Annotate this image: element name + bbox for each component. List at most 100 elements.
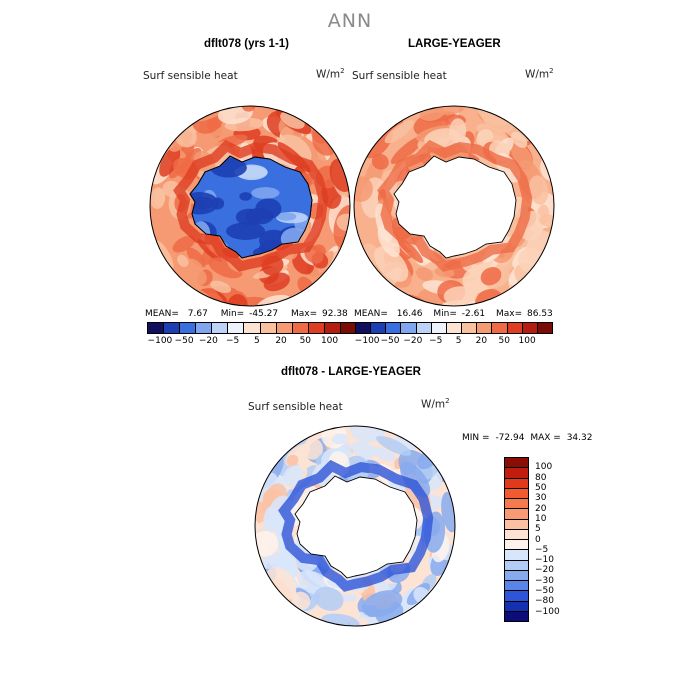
colorbar-swatch <box>386 323 402 333</box>
colorbar-swatch <box>340 323 357 333</box>
panel-2-max: 86.53 <box>527 309 553 319</box>
field-patch <box>443 286 477 306</box>
panel-2-min-label: Min= <box>433 309 457 319</box>
panel-2-colorbar-ticks: −100 −50 −20 −5 5 20 50 100 <box>355 336 553 348</box>
colorbar-swatch <box>477 323 493 333</box>
colorbar-swatch <box>505 591 528 602</box>
colorbar-swatch <box>401 323 417 333</box>
panel-2-mean-label: MEAN= <box>354 309 388 319</box>
field-patch <box>215 173 235 195</box>
diff-panel-title: dflt078 - LARGE-YEAGER <box>281 366 421 378</box>
diff-panel-polar-map <box>254 425 456 627</box>
colorbar-swatch <box>505 488 528 499</box>
field-patch <box>189 268 207 286</box>
field-patch <box>226 222 266 240</box>
colorbar-swatch <box>371 323 387 333</box>
coastal-band <box>278 459 434 592</box>
field-patch <box>291 591 311 611</box>
coastal-band <box>173 139 329 272</box>
colorbar-tick-label: 5 <box>455 336 462 346</box>
colorbar-swatch <box>537 323 553 333</box>
panel-1-max-label: Max= <box>290 309 318 319</box>
field-patch <box>210 280 232 293</box>
field-patch <box>480 267 502 286</box>
colorbar-tick-label: 20 <box>535 503 547 514</box>
field-patch <box>432 106 467 115</box>
map-boundary <box>353 105 555 307</box>
colorbar-swatch <box>505 550 528 561</box>
field-patch <box>197 239 223 263</box>
colorbar-tick-label: −100 <box>535 606 560 617</box>
field-patch <box>384 120 414 144</box>
panel-1-stats: MEAN= 7.67 Min= -45.27 Max= 92.38 <box>145 309 348 319</box>
colorbar-swatch <box>505 519 528 530</box>
colorbar-swatch <box>260 323 277 333</box>
colorbar-swatch <box>356 323 372 333</box>
colorbar-swatch <box>212 323 229 333</box>
colorbar-swatch <box>505 468 528 479</box>
field-patch <box>282 465 303 487</box>
colorbar-swatch <box>228 323 245 333</box>
panel-1-colorbar-ticks: −100 −50 −20 −5 5 20 50 100 <box>147 336 357 348</box>
colorbar-tick-label: −50 <box>380 336 400 346</box>
colorbar-tick-label: 0 <box>535 534 541 545</box>
panel-2-units-label: W/m2 <box>525 67 554 81</box>
panel-2-stats: MEAN= 16.46 Min= -2.61 Max= 86.53 <box>354 309 553 319</box>
colorbar-swatch <box>292 323 309 333</box>
field-patch <box>190 191 219 215</box>
figure-title: ANN <box>327 10 373 32</box>
colorbar-tick-label: −50 <box>535 586 554 597</box>
field-patch <box>528 175 549 205</box>
field-patch <box>362 590 403 617</box>
panel-1-polar-map <box>149 105 351 307</box>
colorbar-tick-label: −50 <box>174 336 194 346</box>
panel-2-mean: 16.46 <box>396 309 423 319</box>
map-boundary <box>149 105 351 307</box>
diff-colorbar <box>504 457 529 622</box>
antarctica-coast <box>189 155 313 259</box>
field-patch <box>186 247 206 268</box>
field-patch <box>286 454 299 467</box>
field-patch <box>239 192 252 201</box>
field-patch <box>172 235 196 253</box>
colorbar-tick-label: 100 <box>320 336 339 346</box>
antarctica-outline <box>294 475 418 579</box>
panel-1-min-label: Min= <box>220 309 245 319</box>
colorbar-swatch <box>148 323 165 333</box>
panel-1-title: dflt078 (yrs 1-1) <box>204 38 290 50</box>
colorbar-tick-label: 50 <box>498 336 510 346</box>
colorbar-swatch <box>446 323 463 333</box>
colorbar-tick-label: 20 <box>475 336 488 346</box>
colorbar-swatch <box>505 478 528 489</box>
colorbar-tick-label: −30 <box>535 575 554 586</box>
diff-colorbar-ticks: 100 80 50 30 20 10 5 0 −5 −10 −20 −30 −50 −80 −100 <box>535 457 575 622</box>
colorbar-swatch <box>324 323 341 333</box>
panel-1-mean-label: MEAN= <box>145 309 179 319</box>
coastal-band <box>377 139 533 272</box>
colorbar-swatch <box>308 323 325 333</box>
colorbar-tick-label: −5 <box>535 544 549 555</box>
field-patch <box>293 221 312 250</box>
field-patch <box>349 426 386 443</box>
antarctica-outline <box>393 155 517 259</box>
panel-2-polar-map <box>353 105 555 307</box>
panel-2-variable-label: Surf sensible heat <box>352 70 447 82</box>
colorbar-tick-label: 100 <box>535 462 553 473</box>
colorbar-swatch <box>507 323 523 333</box>
colorbar-tick-label: −5 <box>429 336 443 346</box>
colorbar-swatch <box>505 581 528 592</box>
diff-min: -72.94 <box>495 433 525 443</box>
panel-2-min: -2.61 <box>461 309 486 319</box>
panel-2-colorbar <box>355 322 553 334</box>
field-patch <box>368 446 397 462</box>
panel-1-variable-label: Surf sensible heat <box>143 70 238 82</box>
colorbar-tick-label: −5 <box>225 336 240 346</box>
field-patch <box>377 225 400 258</box>
field-patch <box>399 461 431 498</box>
map-boundary <box>254 425 456 627</box>
colorbar-tick-label: 80 <box>535 472 547 483</box>
colorbar-swatch <box>505 540 528 551</box>
colorbar-tick-label: 100 <box>518 336 536 346</box>
colorbar-tick-label: −100 <box>354 336 380 346</box>
colorbar-swatch <box>276 323 293 333</box>
